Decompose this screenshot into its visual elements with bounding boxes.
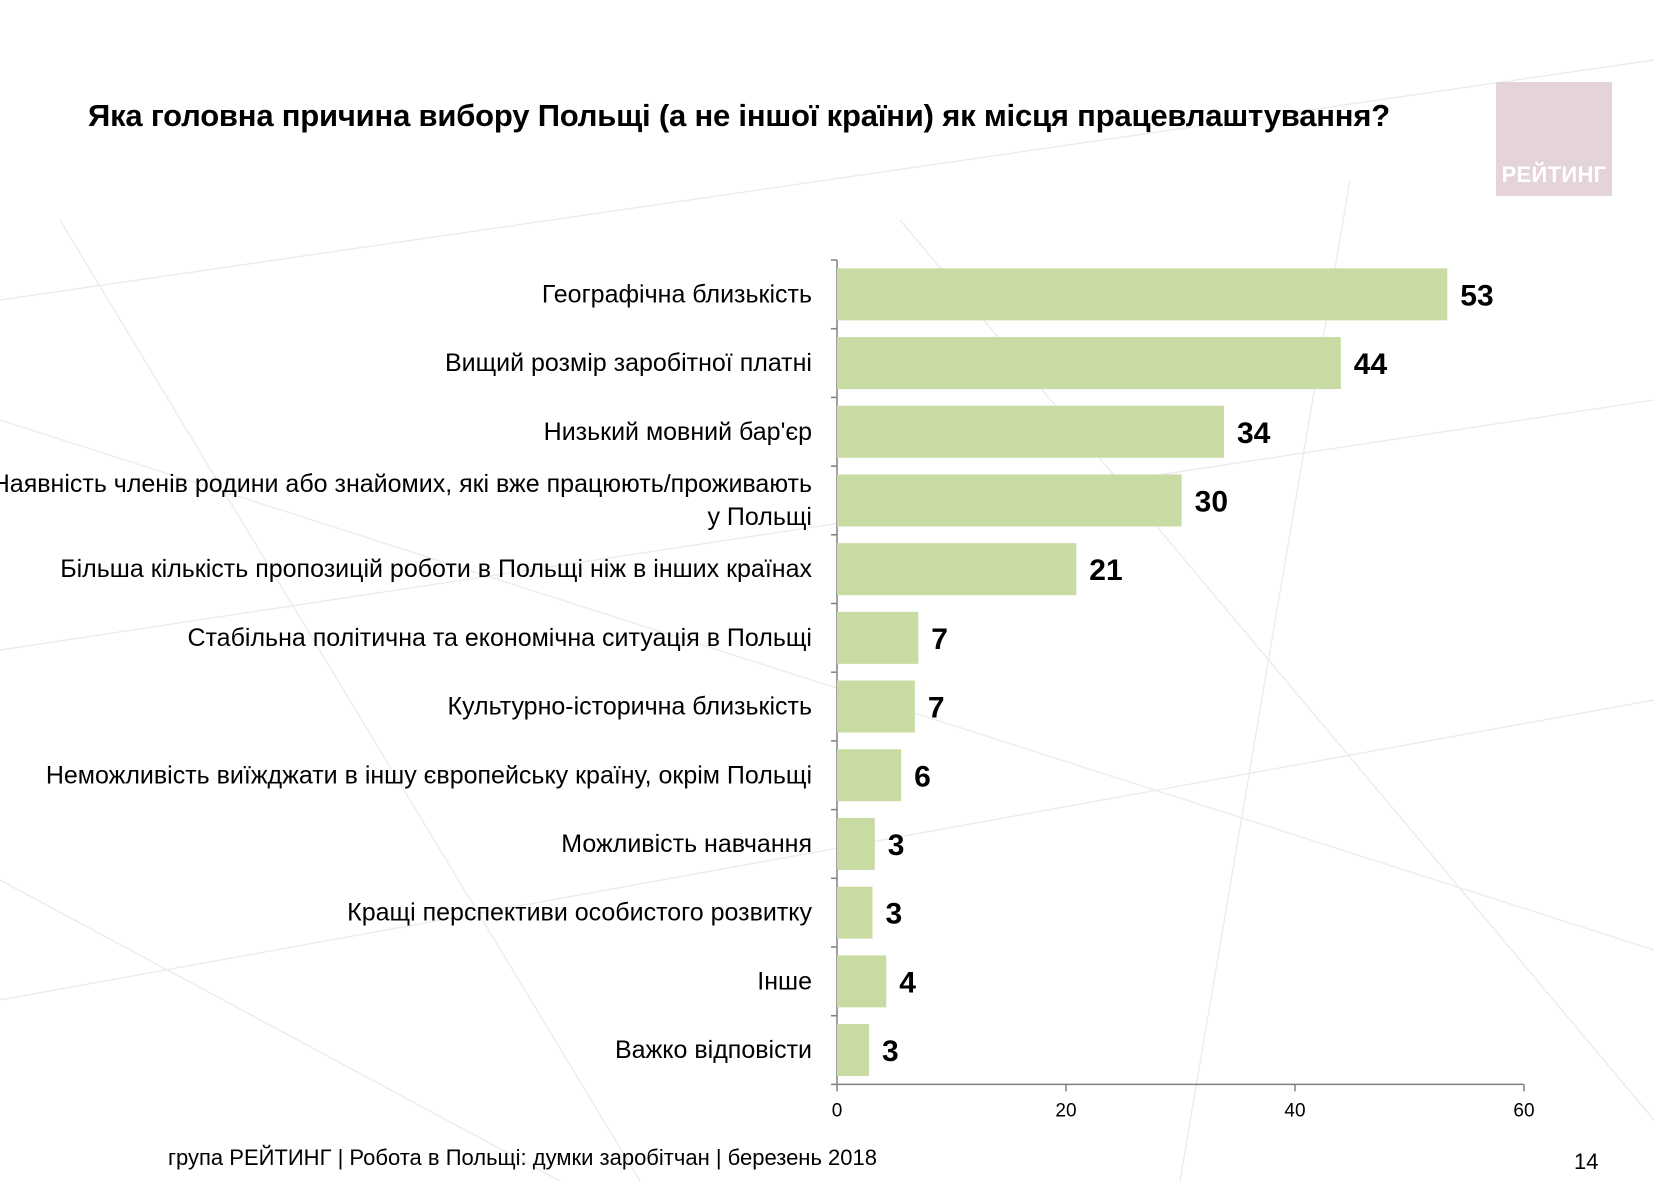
category-label: Культурно-історична близькість [448,693,812,721]
data-label: 3 [882,1035,899,1068]
category-label: Кращі перспективи особистого розвитку [347,899,812,927]
bar [837,1024,870,1077]
bar [837,886,873,939]
category-label: Вищий розмір заробітної платні [445,349,812,377]
bar [837,955,887,1008]
x-tick-label: 20 [1055,1100,1076,1121]
data-label: 53 [1460,279,1493,312]
data-label: 7 [928,692,945,725]
category-label: Можливість навчання [561,830,812,858]
bar [837,337,1341,390]
bar [837,817,875,870]
x-tick-label: 60 [1513,1100,1534,1121]
bar [837,474,1182,527]
category-label: Стабільна політична та економічна ситуац… [187,624,812,652]
category-label: Географічна близькість [542,280,812,308]
page-number: 14 [1574,1149,1599,1174]
bar [837,268,1448,321]
data-label: 44 [1354,348,1388,381]
rating-logo: РЕЙТИНГ [1496,82,1612,196]
footer-text: група РЕЙТИНГ | Робота в Польщі: думки з… [168,1145,877,1170]
x-tick-label: 40 [1284,1100,1305,1121]
bar [837,543,1077,596]
data-label: 30 [1195,485,1228,518]
bar [837,680,915,733]
bar [837,405,1225,458]
data-label: 4 [899,966,916,999]
category-label: у Польщі [707,503,812,531]
category-label: Неможливість виїжджати в іншу європейськ… [46,761,812,789]
category-label: Більша кількість пропозицій роботи в Пол… [60,555,812,583]
data-label: 6 [914,760,931,793]
page-title: Яка головна причина вибору Польщі (а не … [88,98,1390,133]
data-label: 7 [931,623,948,656]
category-label: Наявність членів родини або знайомих, як… [0,470,812,498]
bar [837,611,919,664]
category-label: Низький мовний бар'єр [544,418,812,446]
data-label: 3 [885,898,902,931]
data-label: 34 [1237,417,1271,450]
bar [837,749,902,802]
logo-text: РЕЙТИНГ [1501,162,1607,187]
data-label: 21 [1089,554,1122,587]
data-label: 3 [888,829,905,862]
category-label: Важко відповісти [615,1036,812,1064]
x-tick-label: 0 [832,1100,843,1121]
category-label: Інше [757,967,812,995]
